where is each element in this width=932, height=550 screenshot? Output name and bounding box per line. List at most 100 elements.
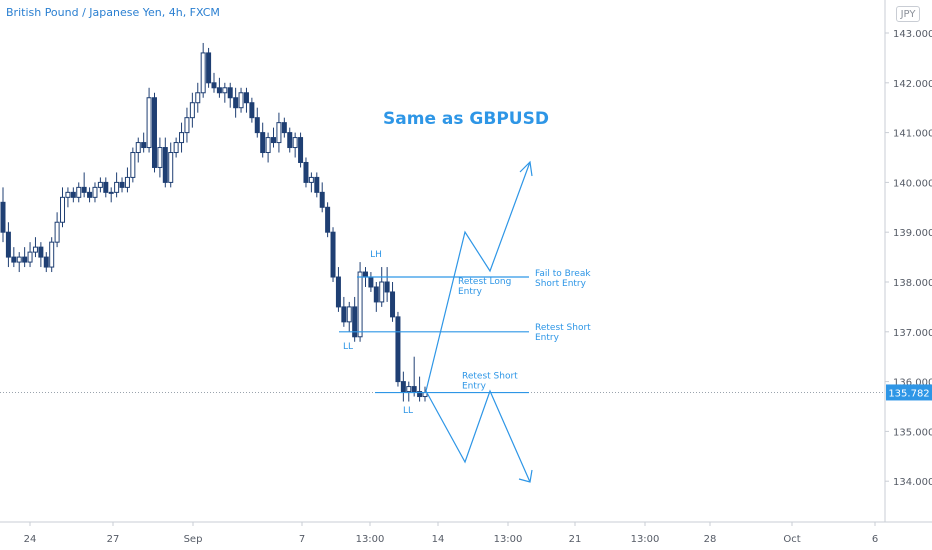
candle-down	[281, 122, 287, 134]
candle-up	[179, 132, 185, 144]
candle-down	[352, 306, 358, 338]
x-tick-label: 6	[872, 534, 878, 545]
candle-down	[249, 102, 255, 119]
candle-down	[227, 87, 233, 99]
candle-down	[87, 191, 93, 198]
x-tick-label: Oct	[783, 534, 800, 545]
candle-up	[346, 306, 352, 323]
x-tick-label: 13:00	[631, 534, 660, 545]
candle-up	[135, 142, 141, 154]
candle-down	[314, 176, 320, 193]
x-tick-label: 7	[299, 534, 305, 545]
candle-down	[384, 281, 390, 293]
y-tick-label: 142.000	[893, 79, 932, 90]
candle-down	[216, 87, 222, 94]
level-label: Retest Short	[462, 372, 518, 382]
candle-up	[157, 147, 163, 168]
headline-annotation: Same as GBPUSD	[383, 109, 549, 129]
candle-down	[271, 137, 277, 144]
candle-up	[92, 186, 98, 198]
y-tick-label: 138.000	[893, 278, 932, 289]
candle-down	[319, 191, 325, 208]
candle-up	[238, 92, 244, 109]
x-tick-label: 21	[569, 534, 582, 545]
candle-up	[114, 181, 120, 193]
y-tick-label: 135.000	[893, 427, 932, 438]
candle-up	[16, 256, 22, 263]
candle-down	[362, 271, 368, 278]
candle-down	[260, 132, 266, 154]
candle-down	[368, 276, 374, 288]
candle-down	[335, 276, 341, 308]
candle-up	[308, 176, 314, 183]
x-tick-label: 13:00	[494, 534, 523, 545]
candle-down	[373, 286, 379, 303]
y-tick-label: 134.000	[893, 477, 932, 488]
candle-up	[97, 181, 103, 188]
candle-up	[189, 102, 195, 119]
candle-up	[168, 152, 174, 183]
x-tick-label: 28	[704, 534, 717, 545]
y-tick-label: 137.000	[893, 328, 932, 339]
candle-down	[390, 291, 396, 318]
candle-up	[108, 191, 114, 194]
candle-down	[43, 256, 49, 268]
swing-label: LH	[370, 250, 382, 260]
candle-up	[292, 137, 298, 149]
candle-up	[76, 186, 82, 198]
y-tick-label: 136.000	[893, 378, 932, 389]
x-tick-label: 13:00	[356, 534, 385, 545]
candle-down	[211, 82, 217, 89]
candle-up	[184, 117, 190, 134]
candle-down	[395, 316, 401, 383]
bearish-path	[425, 389, 531, 483]
y-tick-label: 141.000	[893, 129, 932, 140]
bullish-path	[425, 161, 531, 392]
candle-up	[406, 386, 412, 393]
candle-down	[303, 161, 309, 183]
candle-up	[276, 122, 282, 144]
swing-label: LL	[403, 406, 413, 416]
candle-up	[379, 281, 385, 303]
candle-down	[411, 386, 417, 393]
candle-up	[65, 191, 71, 198]
swing-label: LL	[343, 342, 353, 352]
candle-up	[130, 152, 136, 178]
currency-badge[interactable]: JPY	[896, 6, 920, 22]
level-label: Entry	[535, 333, 560, 343]
x-tick-label: Sep	[184, 534, 203, 545]
candle-up	[27, 251, 33, 263]
candle-up	[357, 271, 363, 338]
candle-down	[298, 137, 304, 163]
candle-down	[81, 186, 87, 193]
candle-up	[222, 87, 228, 94]
bearish-arrowhead	[518, 469, 533, 483]
candle-up	[60, 196, 66, 223]
candle-down	[151, 97, 157, 168]
candle-up	[54, 221, 60, 243]
candle-down	[11, 256, 17, 263]
y-tick-label: 139.000	[893, 228, 932, 239]
current-price-label: 135.782	[888, 388, 929, 399]
bullish-arrowhead	[519, 160, 533, 177]
candle-down	[243, 92, 249, 104]
candle-up	[49, 241, 55, 268]
level-label: Entry	[462, 382, 487, 392]
current-price-tag	[886, 384, 932, 401]
candle-up	[124, 176, 130, 188]
candle-down	[330, 231, 336, 278]
y-tick-label: 143.000	[893, 29, 932, 40]
y-tick-label: 140.000	[893, 178, 932, 189]
chart-title: British Pound / Japanese Yen, 4h, FXCM	[6, 6, 220, 19]
candle-down	[103, 181, 109, 193]
candle-down	[254, 117, 260, 134]
level-label: Short Entry	[535, 279, 587, 289]
candle-up	[200, 52, 206, 94]
candle-up	[173, 142, 179, 154]
candle-down	[400, 381, 406, 393]
candle-up	[146, 97, 152, 149]
candle-down	[341, 306, 347, 323]
candle-down	[5, 231, 11, 258]
